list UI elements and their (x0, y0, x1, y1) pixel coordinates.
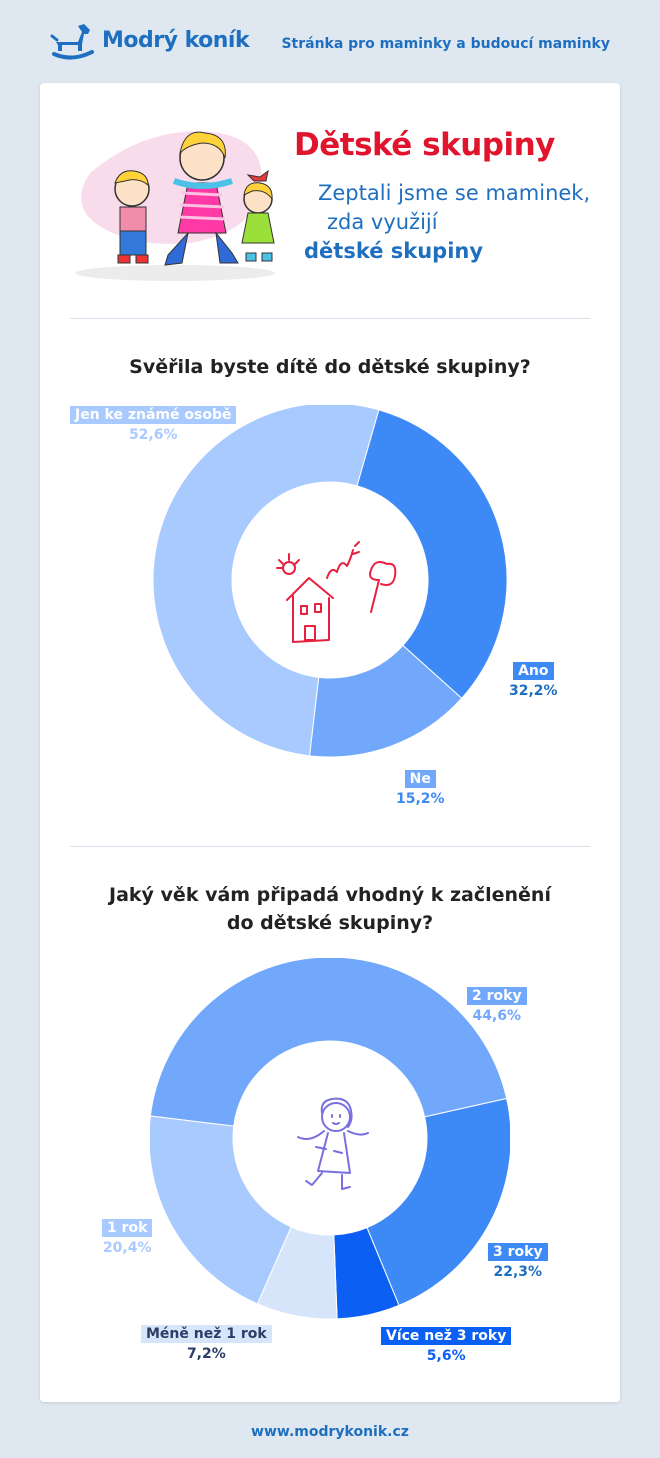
chart1-donut (152, 405, 508, 758)
chart1-label-ne: Ne 15,2% (396, 770, 445, 807)
slice-jen-ke-zname-osobe (152, 405, 380, 757)
chart2-donut (150, 958, 510, 1320)
slice-3-roky (366, 1097, 510, 1306)
page-header: Modrý koník Stránka pro maminky a budouc… (0, 0, 660, 82)
footer-url[interactable]: www.modrykonik.cz (251, 1424, 409, 1440)
chart2-label-mene-nez-1-rok: Méně než 1 rok 7,2% (141, 1325, 272, 1362)
children-illustration (75, 131, 275, 281)
divider (70, 846, 590, 847)
logo-text: Modrý koník (102, 27, 250, 53)
subtitle-line-2: zda využijí (327, 210, 438, 234)
tagline: Stránka pro maminky a budoucí maminky (281, 36, 610, 52)
chart2-title: Jaký věk vám připadá vhodný k začlenění … (40, 881, 620, 937)
chart2-label-2-roky: 2 roky 44,6% (467, 987, 527, 1024)
slice-1-rok (150, 1115, 292, 1305)
page-title: Dětské skupiny (294, 127, 555, 163)
chart2-label-1-rok: 1 rok 20,4% (102, 1219, 153, 1256)
chart1-label-jen-ke-zname-osobe: Jen ke známé osobě 52,6% (70, 406, 237, 443)
chart1-title: Svěřila byste dítě do dětské skupiny? (129, 356, 531, 378)
page-subtitle: Zeptali jsme se maminek, zda využijí dět… (304, 179, 590, 266)
slice-2-roky (150, 958, 508, 1127)
infographic-card: Dětské skupiny Zeptali jsme se maminek, … (40, 83, 620, 1402)
doll-drawing-icon (297, 1097, 369, 1190)
chart2-title-text: Jaký věk vám připadá vhodný k začlenění … (109, 884, 551, 934)
chart2-label-vice-nez-3-roky: Více než 3 roky 5,6% (381, 1327, 512, 1364)
slice-ano (356, 409, 508, 699)
rocking-horse-icon (50, 24, 94, 60)
subtitle-line-3: dětské skupiny (304, 239, 484, 263)
subtitle-line-1: Zeptali jsme se maminek, (318, 181, 591, 205)
logo[interactable]: Modrý koník (48, 20, 250, 60)
chart2-label-3-roky: 3 roky 22,3% (488, 1243, 548, 1280)
chart1-label-ano: Ano 32,2% (509, 662, 558, 699)
house-drawing-icon (276, 541, 397, 643)
divider (70, 318, 590, 319)
